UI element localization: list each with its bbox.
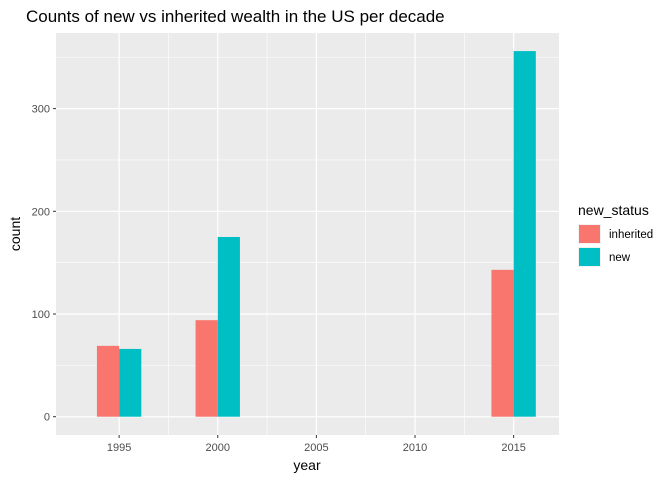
x-axis-title: year — [293, 457, 321, 473]
x-tick-label: 2015 — [501, 442, 525, 454]
x-tick-label: 2010 — [403, 442, 427, 454]
legend-swatch-new — [579, 248, 600, 266]
bar-inherited-2000 — [195, 320, 218, 417]
x-tick-label: 2000 — [206, 442, 230, 454]
bar-new-2015 — [513, 51, 536, 417]
x-tick-label: 2005 — [304, 442, 328, 454]
x-tick-label: 1995 — [107, 442, 131, 454]
chart-title: Counts of new vs inherited wealth in the… — [26, 7, 445, 26]
y-tick-label: 300 — [32, 104, 50, 116]
bar-new-2000 — [217, 236, 240, 417]
bar-new-1995 — [119, 348, 142, 417]
bar-inherited-1995 — [96, 345, 120, 417]
y-tick-label: 0 — [44, 412, 50, 424]
y-axis-title: count — [7, 217, 23, 251]
legend-label-inherited: inherited — [609, 229, 653, 241]
y-tick-label: 100 — [32, 309, 50, 321]
y-axis: 0 100 200 300 — [32, 104, 56, 424]
y-tick-label: 200 — [32, 206, 50, 218]
legend: new_status inherited new — [578, 202, 653, 267]
bars — [96, 51, 536, 417]
legend-label-new: new — [609, 252, 631, 264]
legend-swatch-inherited — [579, 225, 600, 243]
legend-title: new_status — [578, 202, 649, 218]
bar-inherited-2015 — [491, 269, 514, 417]
x-axis: 1995 2000 2005 2010 2015 — [107, 435, 526, 454]
